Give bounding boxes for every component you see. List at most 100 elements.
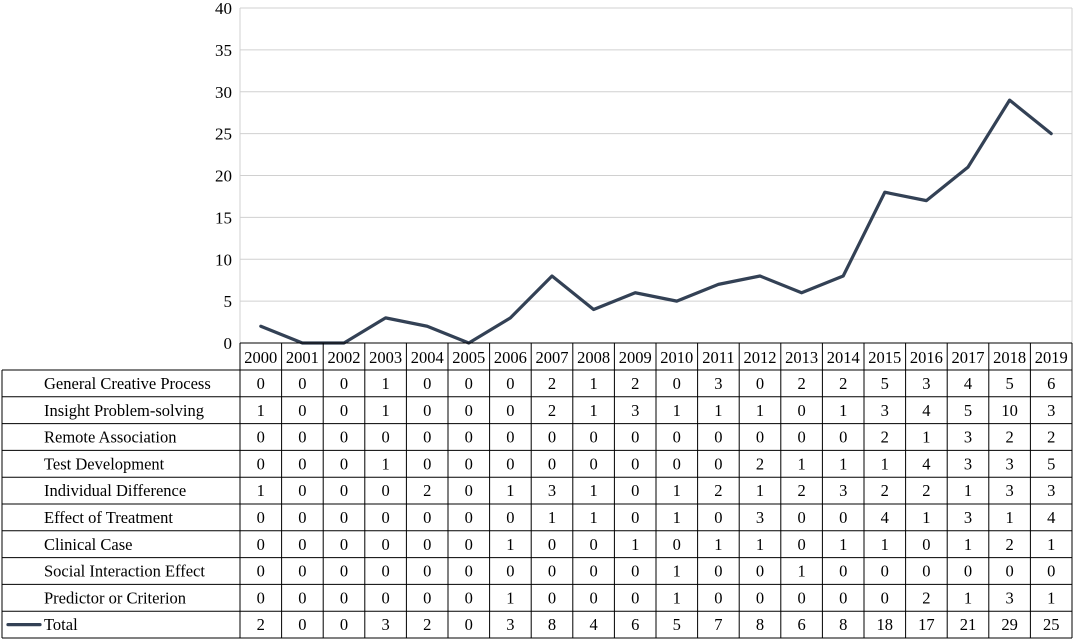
table-cell-value: 1 — [881, 454, 889, 473]
x-tick-label: 2006 — [494, 348, 527, 367]
table-cell-value: 0 — [298, 481, 306, 500]
table-cell-value: 0 — [589, 428, 597, 447]
table-cell-value: 0 — [381, 588, 389, 607]
data-label: 3 — [381, 615, 389, 634]
table-cell-value: 3 — [964, 454, 972, 473]
table-cell-value: 3 — [964, 428, 972, 447]
table-cell-value: 0 — [423, 562, 431, 581]
x-tick-label: 2001 — [286, 348, 319, 367]
table-cell-value: 4 — [964, 374, 972, 393]
table-cell-value: 0 — [298, 508, 306, 527]
table-cell-value: 0 — [506, 562, 514, 581]
table-cell-value: 0 — [506, 428, 514, 447]
series-line-total — [259, 98, 1053, 345]
table-cell-value: 0 — [714, 508, 722, 527]
table-cell-value: 0 — [589, 535, 597, 554]
table-row-label: Total — [44, 615, 78, 634]
table-cell-value: 1 — [673, 562, 681, 581]
table-cell-value: 2 — [423, 481, 431, 500]
table-cell-value: 1 — [797, 454, 805, 473]
table-cell-value: 3 — [1005, 454, 1013, 473]
x-tick-label: 2002 — [328, 348, 361, 367]
table-cell-value: 0 — [797, 401, 805, 420]
table-cell-value: 0 — [631, 508, 639, 527]
table-cell-value: 0 — [465, 454, 473, 473]
data-label: 7 — [714, 615, 722, 634]
table-cell-value: 1 — [673, 481, 681, 500]
table-cell-value: 3 — [1005, 588, 1013, 607]
table-cell-value: 0 — [465, 562, 473, 581]
table-cell-value: 1 — [1005, 508, 1013, 527]
x-tick-label: 2015 — [868, 348, 901, 367]
table-cell-value: 0 — [839, 428, 847, 447]
y-tick-label: 40 — [215, 0, 232, 18]
data-label: 18 — [877, 615, 894, 634]
table-cell-value: 0 — [589, 454, 597, 473]
table-cell-value: 0 — [340, 481, 348, 500]
table-cell-value: 0 — [548, 454, 556, 473]
table-cell-value: 0 — [548, 562, 556, 581]
table-cell-value: 2 — [1005, 535, 1013, 554]
table-cell-value: 0 — [340, 401, 348, 420]
table-cell-value: 0 — [298, 588, 306, 607]
table-cell-value: 0 — [257, 588, 265, 607]
table-cell-value: 0 — [340, 428, 348, 447]
table-cell-value: 1 — [381, 454, 389, 473]
table-cell-value: 0 — [423, 454, 431, 473]
table-cell-value: 1 — [673, 508, 681, 527]
table-cell-value: 0 — [423, 588, 431, 607]
table-cell-value: 3 — [922, 374, 930, 393]
table-cell-value: 4 — [1047, 508, 1055, 527]
table-cell-value: 4 — [881, 508, 889, 527]
table-cell-value: 2 — [797, 374, 805, 393]
table-cell-value: 0 — [673, 454, 681, 473]
table-cell-value: 1 — [506, 535, 514, 554]
table-cell-value: 0 — [631, 588, 639, 607]
table-cell-value: 1 — [839, 401, 847, 420]
table-cell-value: 0 — [1047, 562, 1055, 581]
data-label: 8 — [548, 615, 556, 634]
table-row-label: Effect of Treatment — [44, 508, 173, 527]
table-cell-value: 0 — [298, 562, 306, 581]
table-row-label: Individual Difference — [44, 481, 186, 500]
table-cell-value: 1 — [922, 508, 930, 527]
data-label: 3 — [506, 615, 514, 634]
table-row-label: Clinical Case — [44, 535, 132, 554]
x-tick-label: 2004 — [411, 348, 444, 367]
y-tick-label: 35 — [215, 41, 232, 60]
table-cell-value: 1 — [381, 374, 389, 393]
y-tick-label: 20 — [215, 167, 232, 186]
table-cell-value: 1 — [964, 481, 972, 500]
table-cell-value: 0 — [839, 508, 847, 527]
table-cell-value: 0 — [340, 562, 348, 581]
table-cell-value: 1 — [964, 588, 972, 607]
table-cell-value: 1 — [1047, 535, 1055, 554]
data-label: 17 — [918, 615, 935, 634]
table-cell-value: 1 — [964, 535, 972, 554]
x-tick-label: 2010 — [660, 348, 693, 367]
data-label: 29 — [1001, 615, 1018, 634]
table-cell-value: 2 — [797, 481, 805, 500]
table-cell-value: 0 — [506, 454, 514, 473]
table-cell-value: 1 — [631, 535, 639, 554]
table-cell-value: 0 — [1005, 562, 1013, 581]
table-cell-value: 6 — [1047, 374, 1055, 393]
x-tick-label: 2003 — [369, 348, 402, 367]
table-cell-value: 1 — [257, 481, 265, 500]
table-cell-value: 0 — [631, 428, 639, 447]
table-cell-value: 0 — [423, 508, 431, 527]
table-cell-value: 0 — [714, 562, 722, 581]
table-cell-value: 1 — [589, 481, 597, 500]
table-cell-value: 3 — [1047, 401, 1055, 420]
x-tick-label: 2007 — [536, 348, 569, 367]
table-cell-value: 0 — [465, 588, 473, 607]
table-cell-value: 1 — [589, 401, 597, 420]
y-tick-label: 15 — [215, 208, 232, 227]
table-cell-value: 2 — [922, 588, 930, 607]
data-label: 25 — [1043, 615, 1060, 634]
table-cell-value: 0 — [714, 588, 722, 607]
x-tick-label: 2000 — [244, 348, 277, 367]
table-cell-value: 0 — [465, 481, 473, 500]
y-tick-label: 25 — [215, 125, 232, 144]
table-cell-value: 1 — [673, 401, 681, 420]
